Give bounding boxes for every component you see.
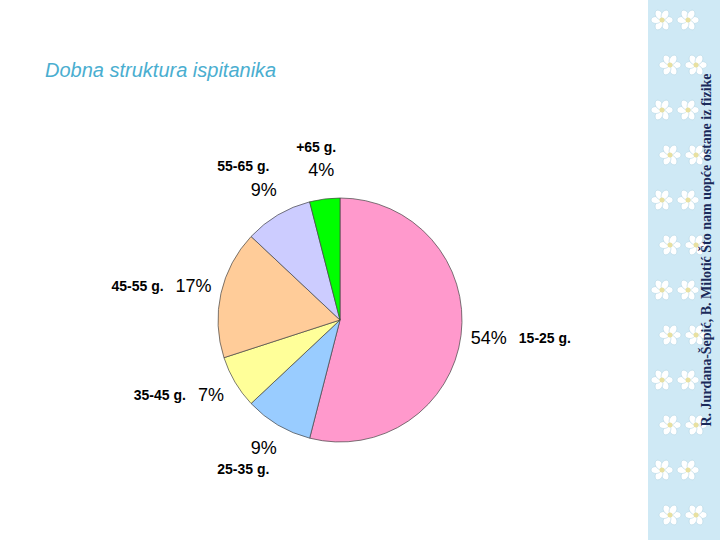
flower-center [668, 333, 673, 338]
flower [677, 369, 699, 392]
flower-center [660, 288, 665, 293]
flower-center [668, 153, 673, 158]
flower [659, 54, 681, 77]
flower-center [694, 333, 699, 338]
data-label: 17% [176, 276, 212, 296]
flower-center [668, 513, 673, 518]
flower-center [668, 423, 673, 428]
flower-center [668, 243, 673, 248]
flower [659, 144, 681, 167]
labels: 54% 15-25 g. 9% 25-35 g. 7% 35-45 g. 17% 45-55 … [111, 139, 571, 477]
flower-center [686, 378, 691, 383]
category-label: 35-45 g. [134, 387, 186, 403]
flower [677, 189, 699, 212]
title: Dobna struktura ispitanika [45, 59, 276, 81]
category-label: 15-25 g. [519, 330, 571, 346]
flower [659, 414, 681, 437]
flower [677, 459, 699, 482]
data-label: 54% [471, 328, 507, 348]
flower-center [660, 18, 665, 23]
flower [659, 504, 681, 527]
flower-center [694, 513, 699, 518]
flower-center [694, 243, 699, 248]
flower-center [686, 468, 691, 473]
flower-center [694, 423, 699, 428]
category-label: +65 g. [296, 139, 336, 155]
annotation: R. Jurdana-Šepić, B. Milotić Što nam uop… [698, 73, 714, 426]
flower-center [660, 468, 665, 473]
flower-center [660, 378, 665, 383]
flower [651, 189, 673, 212]
data-label: 9% [251, 438, 277, 458]
flower [651, 99, 673, 122]
flower-center [668, 63, 673, 68]
flower-center [694, 63, 699, 68]
flower-center [686, 108, 691, 113]
data-label: 7% [198, 385, 224, 405]
flower [651, 279, 673, 302]
category-label: 25-35 g. [217, 461, 269, 477]
chart: R. Jurdana-Šepić, B. Milotić Što nam uop… [0, 0, 720, 540]
flower-center [660, 108, 665, 113]
flower [651, 459, 673, 482]
flower [677, 279, 699, 302]
side-border [648, 0, 720, 540]
flower-center [686, 288, 691, 293]
flower [659, 234, 681, 257]
flower [651, 369, 673, 392]
flower [659, 324, 681, 347]
data-label: 9% [251, 180, 277, 200]
data-label: 4% [308, 160, 334, 180]
category-label: 45-55 g. [111, 278, 163, 294]
flower-center [694, 153, 699, 158]
slice [310, 198, 340, 320]
flower [685, 504, 707, 527]
flower [677, 99, 699, 122]
border-background [648, 0, 720, 540]
flower [651, 9, 673, 32]
flower [677, 9, 699, 32]
category-label: 55-65 g. [217, 158, 269, 174]
flower [685, 54, 707, 77]
flower-center [660, 198, 665, 203]
flower-center [686, 18, 691, 23]
flower-center [686, 198, 691, 203]
pie [218, 198, 462, 442]
